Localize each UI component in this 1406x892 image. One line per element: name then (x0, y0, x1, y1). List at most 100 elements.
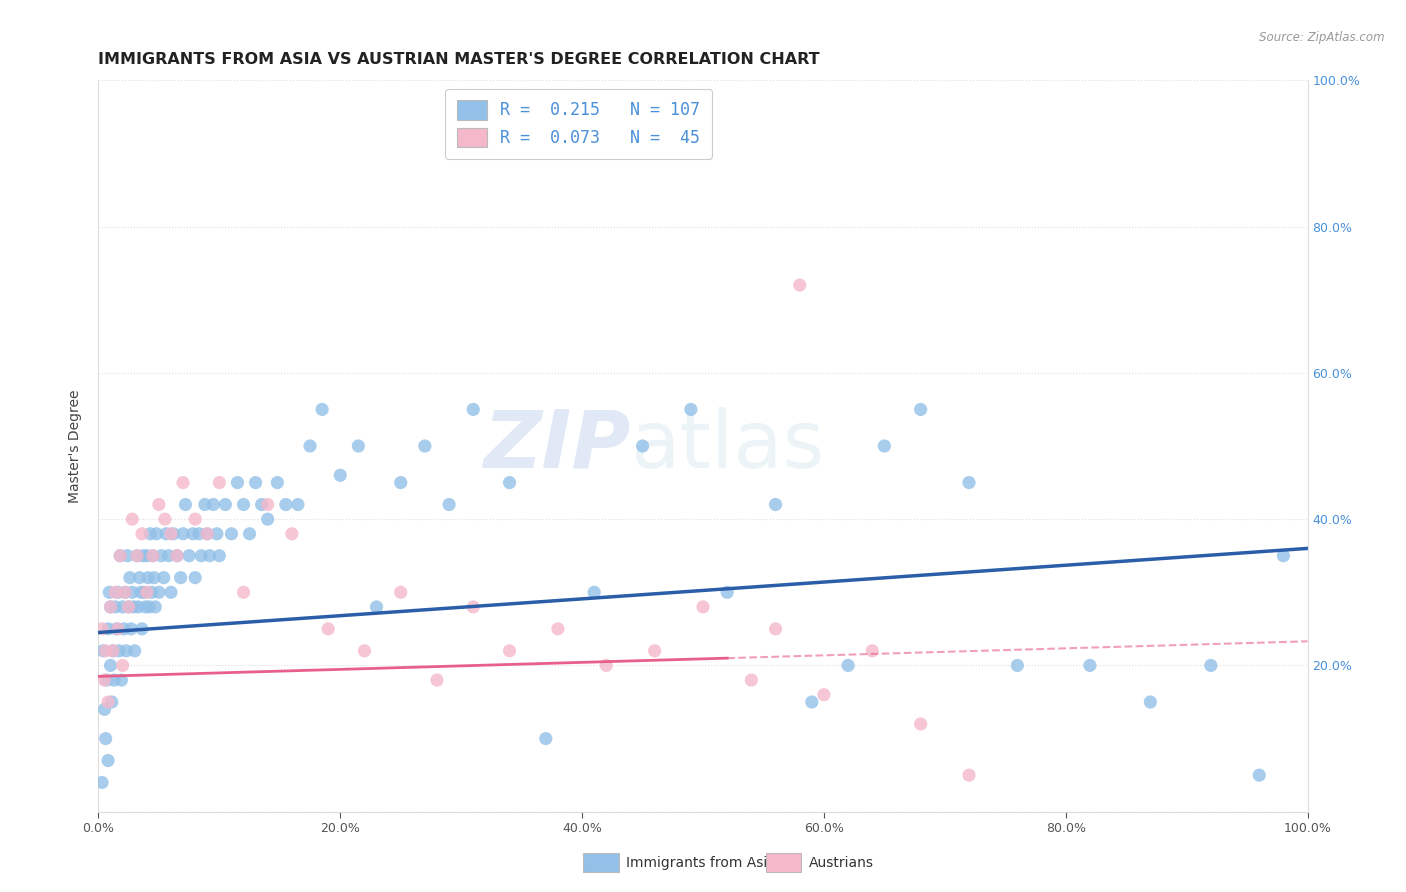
Point (208, 549, 231, 563)
Point (111, 658, 134, 673)
Point (437, 498, 460, 512)
Point (122, 599, 145, 614)
Point (94, 644, 117, 658)
Point (166, 549, 188, 563)
Point (190, 549, 212, 563)
Point (873, 439, 896, 453)
Point (93, 702, 115, 716)
Point (837, 658, 859, 673)
Point (910, 402, 932, 417)
Point (107, 622, 129, 636)
Point (136, 571, 159, 585)
Point (202, 498, 225, 512)
Point (101, 644, 124, 658)
Point (184, 571, 207, 585)
Point (100, 599, 122, 614)
Point (97, 695, 120, 709)
Point (1007, 658, 1029, 673)
Point (97, 622, 120, 636)
Point (134, 585, 156, 599)
Point (114, 585, 136, 599)
Point (112, 622, 135, 636)
Point (389, 475, 412, 490)
Point (135, 599, 157, 614)
Point (105, 622, 128, 636)
Point (162, 526, 184, 541)
Point (266, 475, 288, 490)
Point (716, 585, 738, 599)
Text: Source: ZipAtlas.com: Source: ZipAtlas.com (1260, 31, 1385, 45)
Point (311, 402, 333, 417)
Point (679, 402, 702, 417)
Point (329, 468, 352, 483)
Point (127, 549, 149, 563)
Point (145, 526, 167, 541)
Point (195, 526, 218, 541)
Point (1139, 695, 1161, 709)
Text: IMMIGRANTS FROM ASIA VS AUSTRIAN MASTER'S DEGREE CORRELATION CHART: IMMIGRANTS FROM ASIA VS AUSTRIAN MASTER'… (98, 52, 820, 67)
Point (957, 768, 980, 782)
Point (389, 585, 412, 599)
Point (644, 644, 666, 658)
Point (114, 585, 136, 599)
Point (135, 585, 157, 599)
Point (256, 498, 278, 512)
Point (142, 549, 165, 563)
Point (101, 644, 124, 658)
Point (100, 695, 122, 709)
Point (121, 512, 143, 526)
Point (245, 475, 267, 490)
Point (142, 549, 165, 563)
Point (131, 622, 153, 636)
Y-axis label: Master's Degree: Master's Degree (69, 389, 83, 503)
Point (100, 599, 122, 614)
Point (239, 526, 262, 541)
Point (205, 526, 228, 541)
Point (160, 585, 183, 599)
Point (198, 549, 221, 563)
Point (115, 644, 138, 658)
Point (498, 475, 520, 490)
Point (131, 526, 153, 541)
Point (91, 775, 114, 789)
Point (692, 599, 714, 614)
Point (143, 571, 166, 585)
Point (232, 585, 254, 599)
Point (631, 439, 654, 453)
Point (110, 673, 132, 687)
Point (153, 512, 176, 526)
Point (118, 571, 141, 585)
Point (108, 549, 131, 563)
Point (426, 673, 449, 687)
Point (97, 754, 120, 768)
Point (181, 526, 204, 541)
Point (127, 549, 149, 563)
Point (534, 731, 557, 746)
Point (91, 644, 114, 658)
Point (316, 622, 339, 636)
Point (214, 498, 236, 512)
Point (148, 498, 170, 512)
Point (157, 549, 180, 563)
Point (274, 498, 297, 512)
Point (108, 644, 131, 658)
Point (287, 498, 309, 512)
Point (195, 526, 218, 541)
Point (166, 549, 188, 563)
Point (366, 599, 388, 614)
Point (1199, 658, 1222, 673)
Point (128, 571, 150, 585)
Point (250, 498, 273, 512)
Point (117, 549, 139, 563)
Point (789, 278, 811, 293)
Point (94, 731, 117, 746)
Point (595, 658, 617, 673)
Point (281, 526, 304, 541)
Text: ZIP: ZIP (484, 407, 630, 485)
Point (299, 439, 322, 453)
Point (104, 599, 127, 614)
Point (174, 498, 197, 512)
Point (413, 439, 436, 453)
Point (172, 526, 194, 541)
Point (96, 673, 118, 687)
